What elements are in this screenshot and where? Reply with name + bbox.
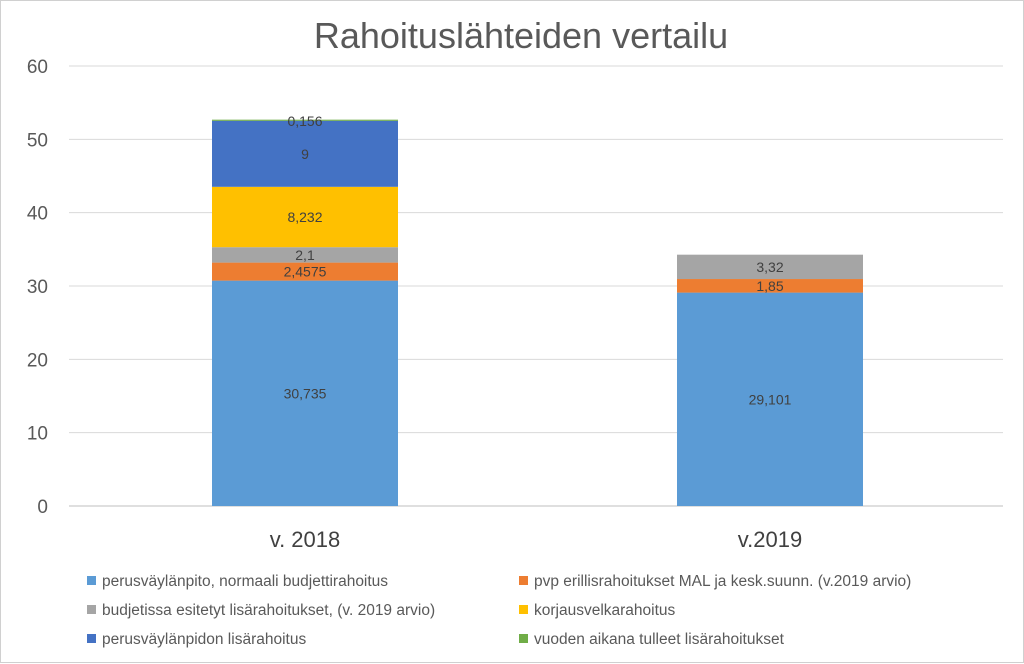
bar-segment [212,119,398,121]
bars [212,119,863,506]
y-tick-label: 60 [27,57,48,78]
legend-swatch [519,605,528,614]
data-label: 0,156 [287,113,322,129]
legend-label: perusväylänpidon lisärahoitus [102,631,306,648]
y-tick-label: 10 [27,424,48,445]
x-tick-label: v.2019 [738,527,802,552]
data-label: 2,4575 [284,264,327,280]
bar-segment [212,120,398,187]
data-label: 1,85 [756,278,783,294]
legend-label: perusväylänpito, normaali budjettirahoit… [102,573,388,590]
bar-segment [212,186,398,248]
data-label: 9 [301,146,309,162]
legend-label: budjetissa esitetyt lisärahoitukset, (v.… [102,602,435,619]
legend-label: pvp erillisrahoitukset MAL ja kesk.suunn… [534,573,911,590]
data-label: 8,232 [287,209,322,225]
bar-segment [677,254,863,280]
x-axis: v. 2018 v.2019 [270,527,802,552]
legend-label: vuoden aikana tulleet lisärahoitukset [534,631,785,648]
data-label: 29,101 [749,391,792,407]
data-label: 2,1 [295,247,315,263]
y-tick-label: 50 [27,130,48,151]
legend-swatch [87,605,96,614]
chart-title: Rahoituslähteiden vertailu [314,15,728,56]
x-tick-label: v. 2018 [270,527,341,552]
bar-segment [212,247,398,263]
data-label: 30,735 [284,385,327,401]
y-tick-label: 40 [27,204,48,225]
y-tick-label: 20 [27,350,48,371]
bar-segment [677,279,863,293]
bar-segment [212,262,398,281]
legend-swatch [519,634,528,643]
legend-swatch [87,576,96,585]
legend-swatch [519,576,528,585]
y-tick-label: 30 [27,277,48,298]
data-label: 3,32 [756,259,783,275]
bar-segment [212,280,398,506]
legend: perusväylänpito, normaali budjettirahoit… [87,573,911,648]
y-tick-label: 0 [37,497,48,518]
bar-segment [677,292,863,506]
legend-swatch [87,634,96,643]
y-axis: 0 10 20 30 40 50 60 [27,57,48,518]
legend-label: korjausvelkarahoitus [534,602,676,619]
